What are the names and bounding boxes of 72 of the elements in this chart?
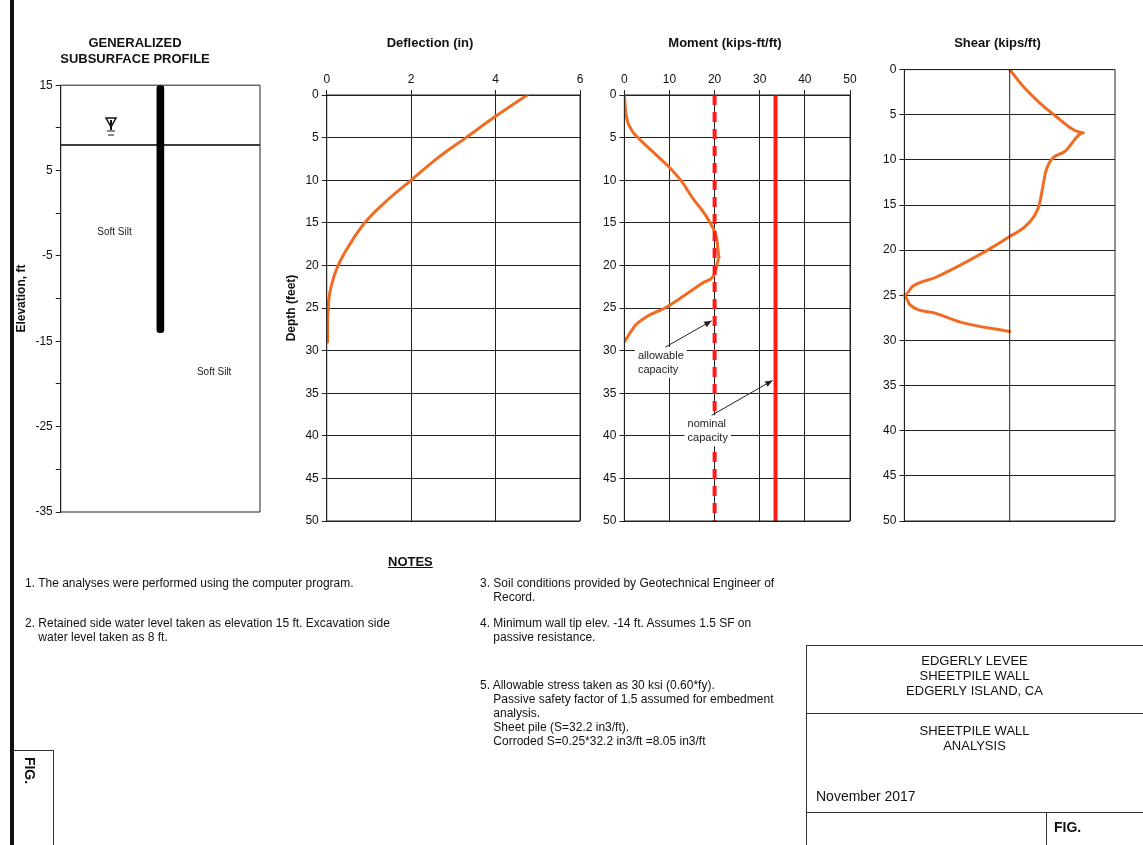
x-tick-label: 50	[843, 72, 857, 87]
y-tick-label: 50	[882, 513, 897, 528]
line-series	[326, 95, 529, 344]
y-axis-title: Depth (feet)	[283, 274, 298, 342]
text: 4. Minimum wall tip elev. -14 ft. Assumes 1.5 SF on passive resistance.	[480, 616, 752, 644]
y-tick-label: 30	[602, 342, 617, 357]
y-tick-label: -5	[42, 248, 54, 263]
y-tick-label: 30	[882, 332, 897, 347]
y-tick-label: 15	[602, 215, 617, 230]
y-tick-label: 0	[889, 61, 897, 76]
x-tick-label: 4	[492, 72, 500, 87]
text: 3. Soil conditions provided by Geotechnical Engineer of Record.	[480, 576, 775, 604]
x-tick-label: 40	[798, 72, 812, 87]
y-tick-label: 40	[602, 428, 617, 443]
y-tick-label: 20	[305, 257, 320, 272]
annotation: Soft Silt	[196, 366, 232, 378]
y-tick-label: 10	[305, 172, 320, 187]
x-tick-label: 6	[576, 72, 584, 87]
text: FIG.	[22, 756, 39, 785]
y-tick-label: 35	[602, 385, 617, 400]
y-tick-label: 40	[882, 423, 897, 438]
y-tick-label: 40	[305, 428, 320, 443]
text: SHEETPILE WALL ANALYSIS	[918, 723, 1031, 753]
y-tick-label: 20	[602, 257, 617, 272]
text: NOTES	[388, 554, 433, 569]
y-tick-label: 5	[46, 162, 54, 177]
line-series	[624, 95, 721, 344]
y-tick-label: 5	[889, 107, 897, 122]
y-tick-label: 25	[305, 300, 320, 315]
text: November 2017	[816, 788, 916, 804]
y-tick-label: 35	[305, 385, 320, 400]
annotation: Soft Silt	[97, 225, 132, 237]
y-tick-label: 35	[882, 377, 897, 392]
y-tick-label: 45	[602, 470, 617, 485]
chart-title: GENERALIZED SUBSURFACE PROFILE	[60, 35, 211, 66]
y-tick-label: 25	[882, 287, 897, 302]
y-tick-label: 0	[609, 87, 617, 102]
x-tick-label: 30	[753, 72, 767, 87]
text: 5. Allowable stress taken as 30 ksi (0.60*fy). Passive safety factor of 1.5 assumed for embedment analysis. Sheet pile (S=32.2 in3/ft). Corroded S=0.25*32.2 in3/ft =8.05 in3/ft	[480, 678, 774, 748]
y-tick-label: 5	[312, 129, 320, 144]
chart-title: Moment (kips-ft/ft)	[668, 35, 782, 51]
text: 1. The analyses were performed using the computer program.	[25, 576, 354, 590]
y-axis-title: Elevation, ft	[13, 264, 28, 333]
ref-line-label: nominal capacity	[687, 417, 729, 444]
x-tick-label: 2	[407, 72, 415, 87]
y-tick-label: 15	[305, 215, 320, 230]
text: EDGERLY LEVEE SHEETPILE WALL EDGERLY ISLAND, CA	[905, 653, 1044, 698]
x-tick-label: 0	[323, 72, 331, 87]
y-tick-label: -25	[35, 418, 54, 433]
y-tick-label: 30	[305, 342, 320, 357]
y-tick-label: -15	[35, 333, 54, 348]
x-tick-label: 10	[662, 72, 677, 87]
y-tick-label: 0	[312, 87, 320, 102]
y-tick-label: 50	[602, 513, 617, 528]
x-tick-label: 0	[621, 72, 628, 87]
y-tick-label: 45	[305, 470, 320, 485]
y-tick-label: -35	[35, 504, 54, 519]
y-tick-label: 50	[305, 513, 320, 528]
y-tick-label: 10	[882, 152, 897, 167]
text: FIG.	[1054, 819, 1082, 835]
ref-line-label: allowable capacity	[637, 349, 684, 376]
y-tick-label: 25	[602, 300, 617, 315]
chart-title: Shear (kips/ft)	[954, 35, 1041, 51]
y-tick-label: 45	[882, 468, 897, 483]
y-tick-label: 10	[602, 172, 617, 187]
x-tick-label: 20	[707, 72, 722, 87]
y-tick-label: 15	[39, 77, 54, 92]
y-tick-label: 15	[882, 197, 897, 212]
y-tick-label: 5	[609, 129, 617, 144]
chart-title: Deflection (in)	[386, 35, 474, 51]
y-tick-label: 20	[882, 242, 897, 257]
text: 2. Retained side water level taken as elevation 15 ft. Excavation side water level taken as 8 ft.	[25, 616, 390, 644]
